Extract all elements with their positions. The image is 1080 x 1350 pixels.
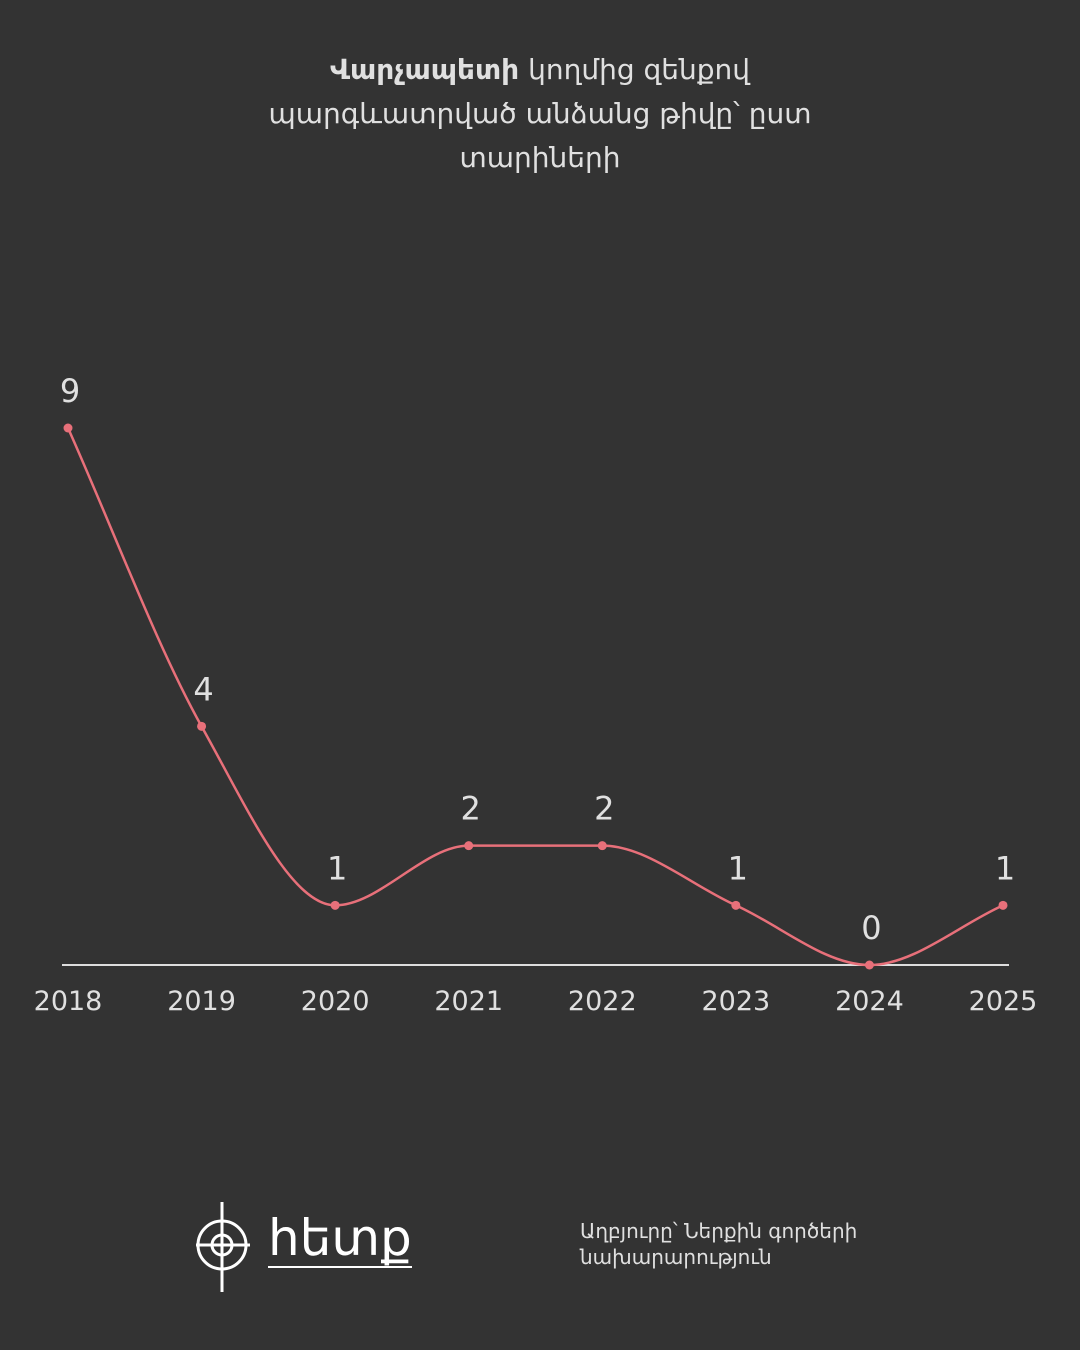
- data-label: 1: [995, 849, 1015, 887]
- title-text: կողմից զենքով պարգևատրված անձանց թիվը՝ ը…: [268, 53, 812, 174]
- x-tick-label: 2024: [835, 986, 904, 1017]
- data-point: [330, 900, 340, 910]
- chart-title: Վարչապետի կողմից զենքով պարգևատրված անձա…: [240, 48, 840, 180]
- data-label: 1: [327, 849, 347, 887]
- data-point: [63, 423, 73, 433]
- source-note: Աղբյուրը՝ Ներքին գործերի նախարարություն: [580, 1219, 858, 1269]
- data-label: 4: [193, 670, 213, 708]
- x-tick-label: 2020: [301, 986, 370, 1017]
- logo: հետք: [268, 1209, 412, 1268]
- line-series: [66, 427, 1004, 967]
- data-point: [998, 900, 1008, 910]
- data-label: 2: [461, 790, 481, 828]
- data-point: [864, 960, 874, 970]
- x-tick-label: 2021: [434, 986, 503, 1017]
- data-label: 1: [728, 849, 748, 887]
- data-point: [197, 721, 207, 731]
- x-tick-label: 2019: [167, 986, 236, 1017]
- logo-icon: [196, 1202, 250, 1292]
- x-tick-label: 2018: [34, 986, 103, 1017]
- data-point: [731, 900, 741, 910]
- x-tick-label: 2025: [969, 986, 1038, 1017]
- data-point: [597, 841, 607, 851]
- x-tick-label: 2022: [568, 986, 637, 1017]
- data-point: [464, 841, 474, 851]
- data-label: 0: [861, 909, 881, 947]
- title-emphasis: Վարչապետի: [329, 53, 520, 86]
- data-label: 2: [594, 790, 614, 828]
- data-label: 9: [60, 372, 80, 410]
- x-tick-label: 2023: [701, 986, 770, 1017]
